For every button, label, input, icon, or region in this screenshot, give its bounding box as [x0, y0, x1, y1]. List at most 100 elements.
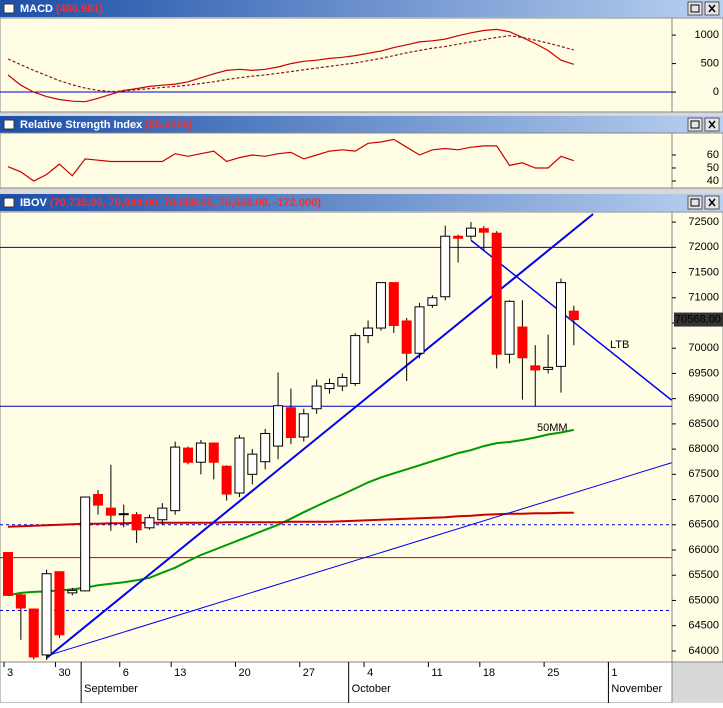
plot-layer: [0, 213, 672, 660]
candle-body: [568, 310, 579, 321]
candle-body: [3, 552, 13, 596]
y-tick-label: 40: [707, 175, 719, 187]
x-axis-area: [0, 661, 673, 704]
header-icon: [3, 3, 15, 14]
series-line: [7, 428, 574, 597]
x-tick-label: 11: [431, 667, 442, 679]
panel-header: [0, 0, 723, 17]
y-tick-label: 67500: [688, 468, 719, 480]
restore-button[interactable]: [687, 1, 703, 16]
candle-body: [363, 327, 374, 337]
y-tick-label: 71000: [688, 292, 719, 304]
panel-title: IBOV (70,735.00, 70,844.00, 70,059.00, 70…: [20, 197, 321, 209]
y-tick-label: 0: [713, 86, 719, 98]
restore-glyph: [690, 4, 700, 13]
candle-body: [530, 365, 541, 371]
restore-button[interactable]: [687, 195, 703, 210]
close-glyph: [708, 120, 716, 129]
x-tick-label: 20: [238, 667, 250, 679]
title-name: IBOV: [20, 197, 48, 209]
candle-body: [183, 447, 194, 463]
candle-body: [543, 366, 554, 370]
title-value: (486.961): [56, 3, 103, 15]
month-label: October: [352, 683, 391, 695]
candle-body: [28, 608, 39, 658]
series-line: [7, 28, 574, 103]
candle-body: [350, 335, 361, 385]
candle-body: [491, 232, 502, 355]
trendline: [45, 213, 594, 659]
y-tick-label: 68000: [688, 443, 719, 455]
y-tick-label: 65500: [688, 569, 719, 581]
candle-body: [144, 517, 155, 529]
candle-body: [105, 507, 116, 516]
x-tick-label: 27: [303, 667, 315, 679]
trendline: [46, 462, 672, 657]
candle-body: [273, 405, 284, 447]
y-axis-area: [671, 211, 723, 663]
close-glyph: [708, 198, 716, 207]
candle-body: [157, 507, 168, 521]
candle-body: [555, 282, 566, 367]
candle-body: [208, 442, 219, 463]
y-tick-label: 72000: [688, 241, 719, 253]
candle-body: [41, 573, 52, 656]
y-tick-label: 72500: [688, 216, 719, 228]
panel-header: [0, 194, 723, 211]
title-name: MACD: [20, 3, 53, 15]
candle-body: [324, 383, 335, 390]
candle-body: [453, 235, 464, 239]
y-tick-label: 500: [701, 57, 719, 69]
trendline: [470, 239, 672, 401]
candle-body: [375, 282, 386, 329]
title-name: Relative Strength Index: [20, 119, 143, 131]
plot-area: [0, 132, 673, 189]
candle-body: [440, 235, 451, 298]
y-tick-label: 70000: [688, 342, 719, 354]
candle-body: [93, 494, 104, 506]
series-line: [7, 511, 574, 528]
plot-area: [0, 211, 673, 663]
candle-body: [234, 437, 245, 494]
restore-button[interactable]: [687, 117, 703, 132]
x-tick-label: 18: [483, 667, 495, 679]
y-tick-label: 60: [707, 149, 719, 161]
plot-layer: [7, 138, 574, 182]
candle-body: [195, 442, 206, 463]
last-price-box: [674, 312, 723, 327]
candle-body: [54, 571, 65, 636]
candle-body: [427, 297, 438, 306]
candle-body: [311, 385, 322, 410]
candle-body: [414, 306, 425, 354]
x-tick-label: 30: [58, 667, 70, 679]
title-value: (70,735.00, 70,844.00, 70,059.00, 70,568…: [50, 197, 321, 209]
plot-layer: [0, 28, 672, 103]
candle-body: [388, 282, 399, 327]
candle-body: [260, 432, 271, 463]
x-tick-label: 3: [7, 667, 13, 679]
candle-body: [285, 407, 296, 439]
series-line: [7, 35, 574, 93]
candle-body: [67, 589, 78, 594]
candle-body: [401, 320, 412, 354]
candle-body: [517, 326, 528, 359]
candle-body: [478, 228, 489, 233]
candle-body: [15, 594, 26, 609]
candle-body: [118, 513, 129, 516]
annotation: 50MM: [537, 422, 568, 434]
panel-title: Relative Strength Index (55.6206): [20, 119, 193, 131]
candle-body: [298, 413, 309, 438]
y-axis-area: [671, 132, 723, 189]
y-tick-label: 64000: [688, 645, 719, 657]
header-icon: [3, 197, 15, 208]
candle-body: [170, 446, 181, 512]
annotation: LTB: [610, 339, 629, 351]
x-tick-label: 6: [123, 667, 129, 679]
candle-body: [337, 376, 348, 387]
y-tick-label: 68500: [688, 418, 719, 430]
x-tick-label: 13: [174, 667, 186, 679]
x-tick-label: 25: [547, 667, 559, 679]
last-price-label: 70568.00: [675, 313, 721, 325]
x-tick-label: 4: [367, 667, 373, 679]
